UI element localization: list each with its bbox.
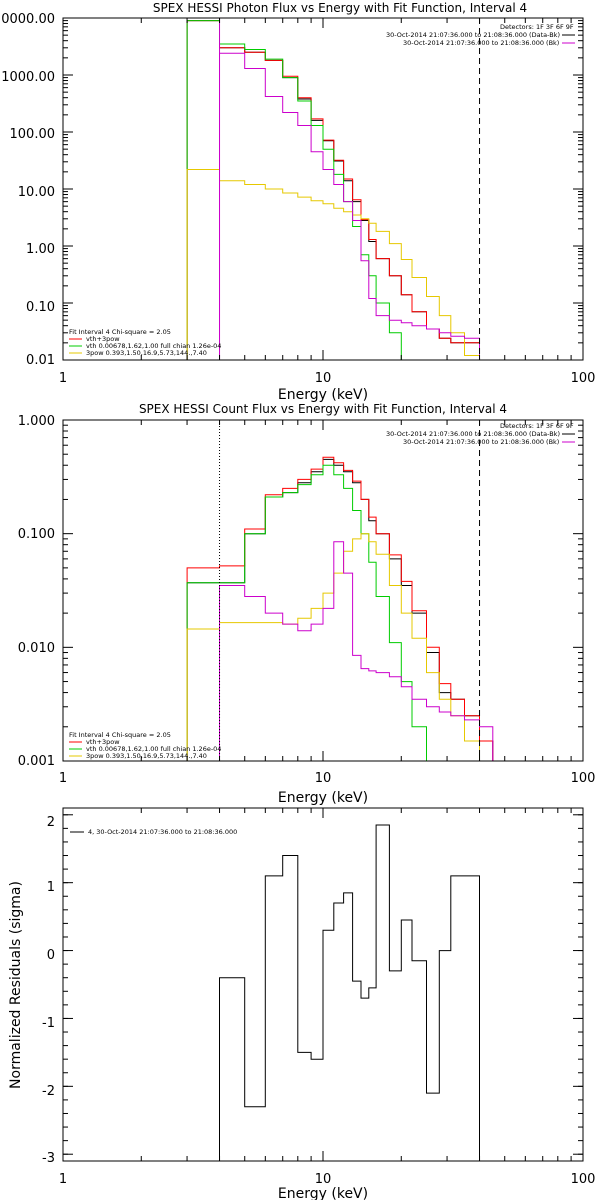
legend-3pow: 3pow 0.393,1.50,16.9,5.73,144.,7.40 <box>86 752 207 760</box>
photon-flux-axes-frame <box>62 17 584 361</box>
photon-flux-ytick-label: 0000.00 <box>1 12 55 27</box>
series-vth <box>186 464 493 761</box>
photon-flux-ytick-label: 10.00 <box>18 185 55 200</box>
count-flux-xtick-label: 1 <box>59 771 67 786</box>
count-flux-title: SPEX HESSI Count Flux vs Energy with Fit… <box>139 402 507 416</box>
count-flux-plot-area <box>186 420 494 761</box>
series-data-bk <box>186 20 480 360</box>
residuals-ticks <box>62 808 584 1161</box>
legend-fit-interval: Fit Interval 4 Chi-square = 2.05 <box>69 731 171 739</box>
count-flux-ytick-label: 0.100 <box>18 527 55 542</box>
legend-bk: 30-Oct-2014 21:07:36.000 to 21:08:36.000… <box>403 39 559 47</box>
plot-series-group <box>186 420 494 761</box>
photon-flux-xtick-label: 1 <box>59 371 67 386</box>
residuals-legend: 4, 30-Oct-2014 21:07:36.000 to 21:08:36.… <box>70 828 237 836</box>
residuals-ytick-label: -2 <box>42 1084 55 1099</box>
residuals-xtick-label: 1 <box>59 1172 67 1187</box>
photon-flux-ticks <box>62 17 584 361</box>
count-flux-xtick-label: 100 <box>571 771 596 786</box>
photon-flux-legend-top: Detectors: 1F 3F 6F 9F 30-Oct-2014 21:07… <box>386 23 575 47</box>
series-vth <box>186 20 480 360</box>
series-4-30-oct-2014-21-07-36-000-to-21-08-36-000 <box>219 824 480 1161</box>
count-flux-panel: SPEX HESSI Count Flux vs Energy with Fit… <box>18 402 596 806</box>
plot-series-group <box>219 824 480 1161</box>
photon-flux-xaxis-title: Energy (keV) <box>278 387 368 403</box>
residuals-xtick-label: 100 <box>571 1172 596 1187</box>
residuals-ytick-label: 2 <box>47 815 55 830</box>
photon-flux-ytick-label: 100.00 <box>10 127 56 142</box>
residuals-panel: 2 1 0 -1 -2 -3 1 10 100 Energy (keV) Nor… <box>8 807 596 1200</box>
legend-vth: vth 0.00678,1.62,1.00 full chian 1.26e-0… <box>86 745 221 753</box>
legend-fit-interval: Fit Interval 4 Chi-square = 2.05 <box>69 328 171 336</box>
residuals-ytick-label: 1 <box>47 880 55 895</box>
count-flux-xtick-label: 10 <box>315 771 332 786</box>
legend-detectors: Detectors: 1F 3F 6F 9F <box>500 23 574 31</box>
photon-flux-xtick-label: 10 <box>315 371 332 386</box>
series-data-bk <box>186 458 494 761</box>
legend-residuals: 4, 30-Oct-2014 21:07:36.000 to 21:08:36.… <box>88 828 237 836</box>
count-flux-legend-top: Detectors: 1F 3F 6F 9F 30-Oct-2014 21:07… <box>386 422 575 446</box>
legend-data-bk: 30-Oct-2014 21:07:36.000 to 21:08:36.000… <box>386 31 560 39</box>
residuals-ytick-label: -1 <box>42 1016 55 1031</box>
photon-flux-legend-bottom: Fit Interval 4 Chi-square = 2.05 vth+3po… <box>69 328 221 357</box>
legend-3pow: 3pow 0.393,1.50,16.9,5.73,144.,7.40 <box>86 349 207 357</box>
series-vth-3pow <box>186 456 494 761</box>
legend-detectors: Detectors: 1F 3F 6F 9F <box>500 422 574 430</box>
count-flux-ytick-label: 1.000 <box>18 414 55 429</box>
count-flux-legend-bottom: Fit Interval 4 Chi-square = 2.05 vth+3po… <box>69 731 221 760</box>
photon-flux-ytick-label: 0.01 <box>26 353 55 368</box>
count-flux-ytick-label: 0.001 <box>18 754 55 769</box>
photon-flux-ytick-label: 1.00 <box>26 242 55 257</box>
series-3pow <box>186 169 480 360</box>
residuals-ytick-label: 0 <box>47 948 55 963</box>
legend-data-bk: 30-Oct-2014 21:07:36.000 to 21:08:36.000… <box>386 430 560 438</box>
series-bk <box>187 52 480 360</box>
legend-vth3pow: vth+3pow <box>86 335 120 343</box>
residuals-plot-area <box>219 824 480 1161</box>
photon-flux-panel: SPEX HESSI Photon Flux vs Energy with Fi… <box>1 1 595 403</box>
residuals-xaxis-title: Energy (keV) <box>278 1186 368 1200</box>
plot-series-group <box>186 18 481 360</box>
series-3pow <box>186 533 493 761</box>
count-flux-ticks <box>62 419 584 762</box>
residuals-xtick-label: 10 <box>315 1172 332 1187</box>
series-bk <box>187 541 494 761</box>
legend-vth: vth 0.00678,1.62,1.00 full chian 1.26e-0… <box>86 342 221 350</box>
photon-flux-plot-area <box>186 18 481 360</box>
photon-flux-ytick-label: 1000.00 <box>1 70 55 85</box>
count-flux-ytick-label: 0.010 <box>18 641 55 656</box>
photon-flux-xtick-label: 100 <box>571 371 596 386</box>
legend-bk: 30-Oct-2014 21:07:36.000 to 21:08:36.000… <box>403 438 559 446</box>
count-flux-xaxis-title: Energy (keV) <box>278 790 368 806</box>
series-vth-3pow <box>186 20 480 360</box>
residuals-yaxis-title: Normalized Residuals (sigma) <box>8 881 24 1089</box>
legend-vth3pow: vth+3pow <box>86 738 120 746</box>
residuals-ytick-label: -3 <box>42 1151 55 1166</box>
photon-flux-title: SPEX HESSI Photon Flux vs Energy with Fi… <box>153 1 527 15</box>
photon-flux-ytick-label: 0.10 <box>26 300 55 315</box>
